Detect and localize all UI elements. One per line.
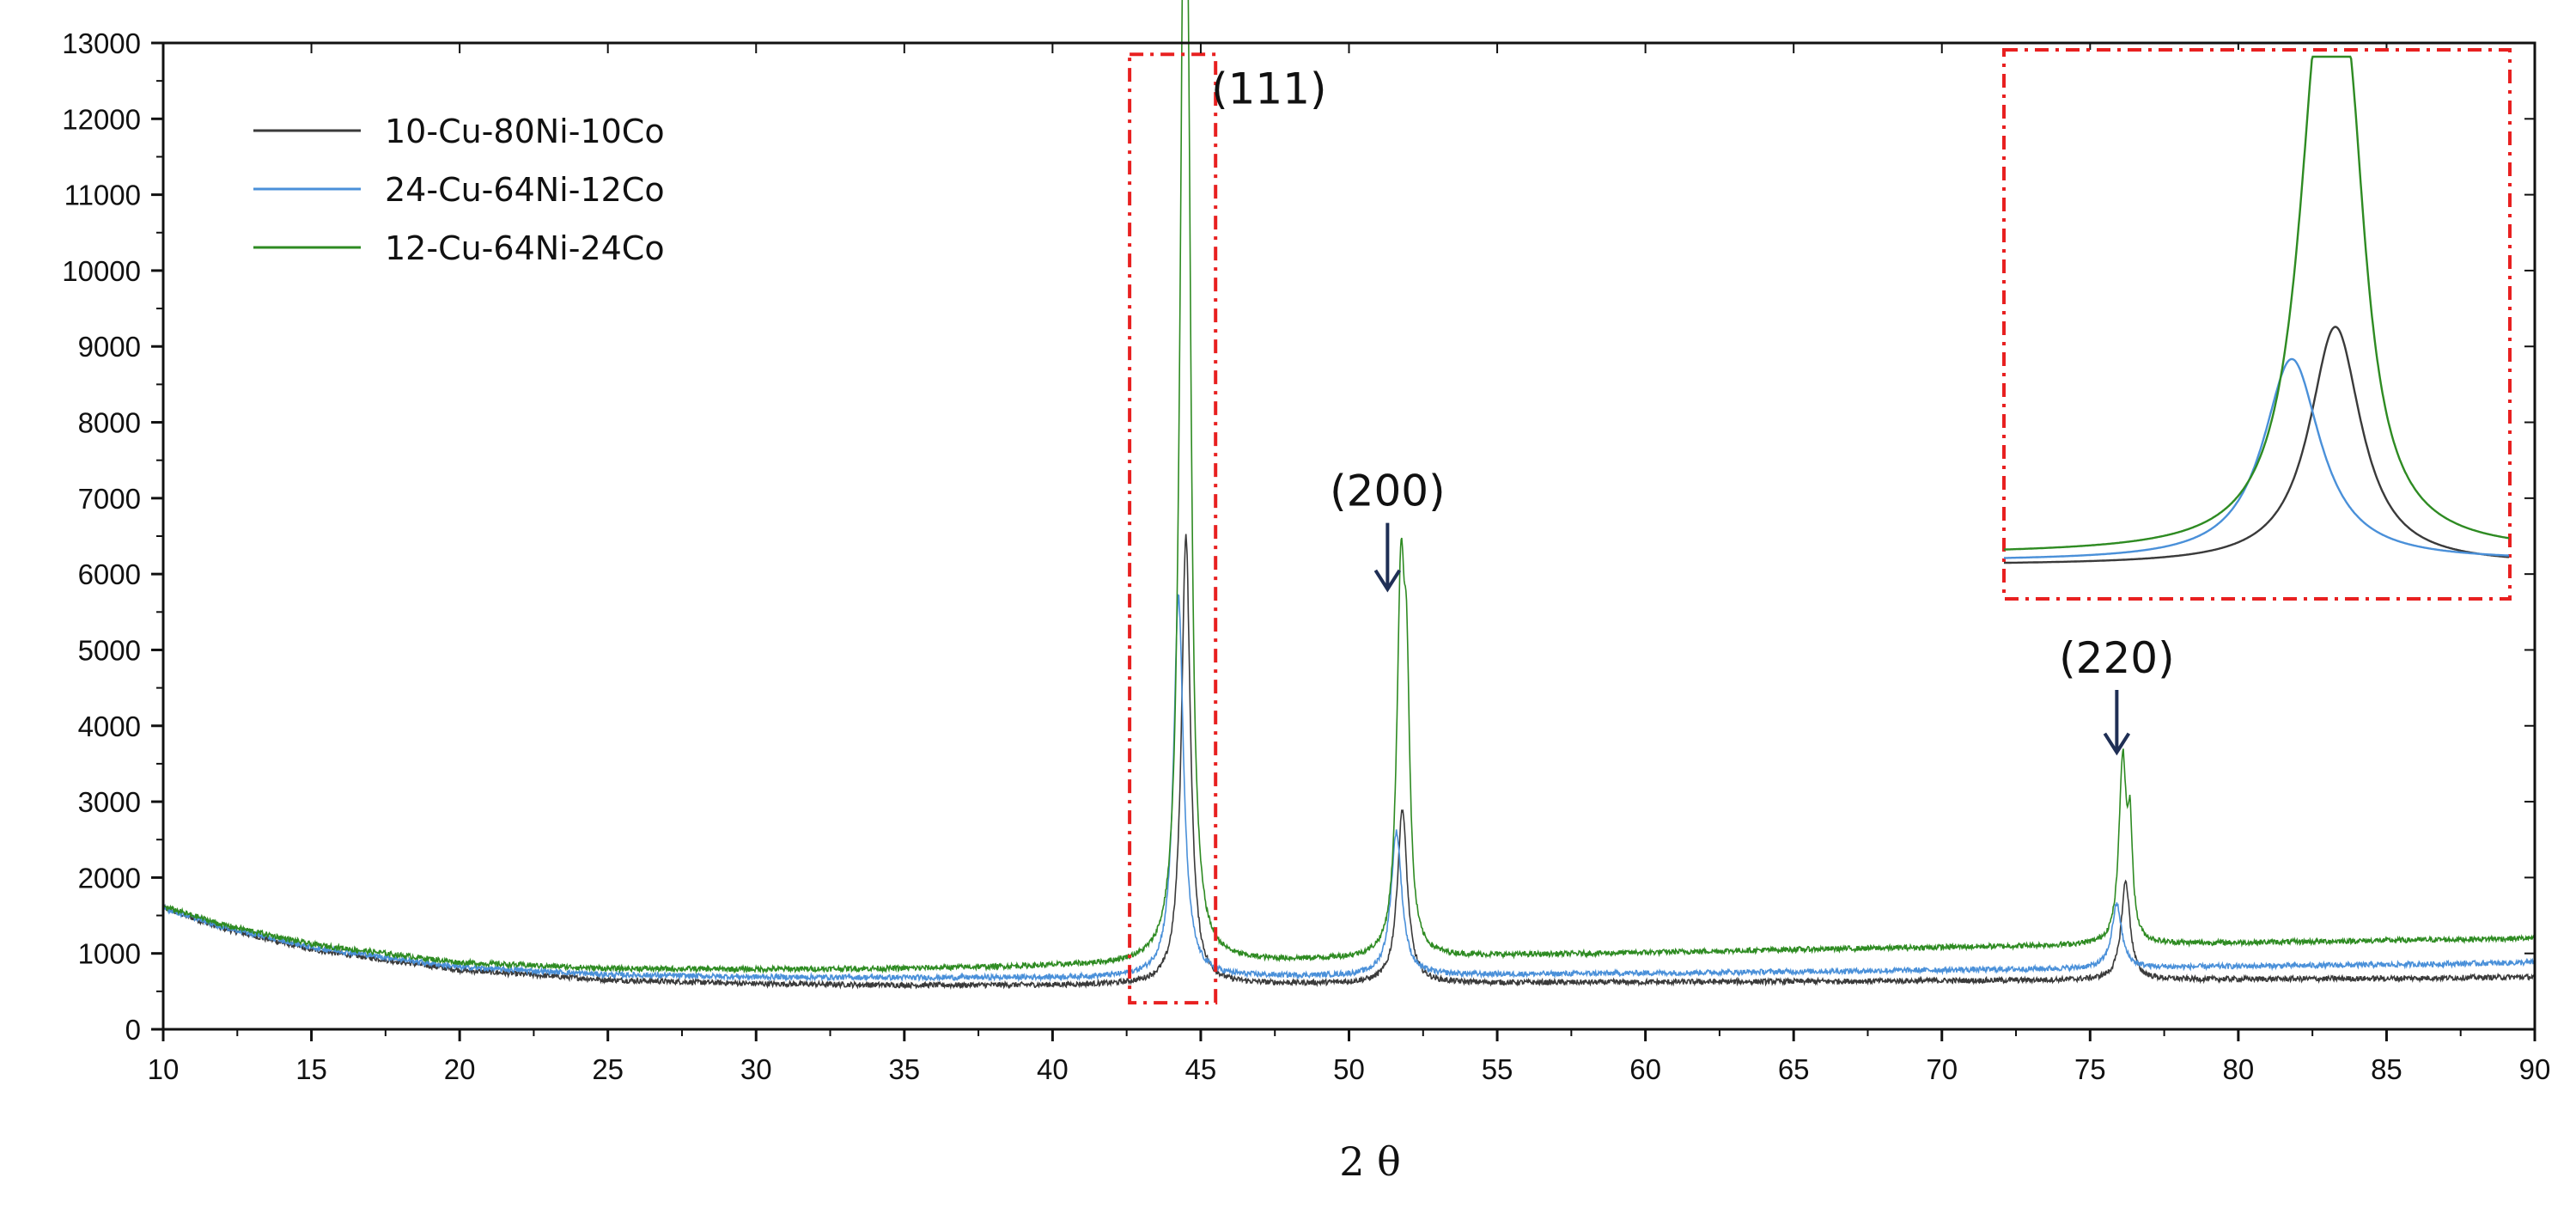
legend-label-2: 12-Cu-64Ni-24Co (385, 229, 665, 267)
inset-series-line-0 (2004, 326, 2510, 564)
y-tick-label-8: 8000 (78, 407, 141, 439)
x-tick-label-9: 55 (1482, 1053, 1513, 1085)
x-tick-label-4: 30 (740, 1053, 772, 1085)
legend: 10-Cu-80Ni-10Co 24-Cu-64Ni-12Co 12-Cu-64Ni… (253, 113, 665, 267)
peak-label-1: (200) (1330, 467, 1445, 516)
inset-series-line-2 (2004, 55, 2510, 551)
x-tick-label-10: 60 (1629, 1053, 1661, 1085)
highlight-layer (1128, 52, 1218, 1005)
y-tick-label-9: 9000 (78, 331, 141, 363)
y-tick-label-1: 1000 (78, 938, 141, 970)
series-layer (162, 0, 2536, 991)
x-axis-title: 2 θ (1339, 1138, 1401, 1185)
inset (2002, 48, 2512, 601)
x-tick-label-1: 15 (295, 1053, 327, 1085)
y-tick-label-4: 4000 (78, 711, 141, 742)
x-tick-label-6: 40 (1037, 1053, 1069, 1085)
peak-arrow-2 (2103, 689, 2131, 756)
peak-labels: (111) (200) (220) (1211, 64, 2175, 756)
x-tick-label-0: 10 (148, 1053, 180, 1085)
x-tick-label-2: 20 (444, 1053, 476, 1085)
x-tick-label-8: 50 (1333, 1053, 1365, 1085)
x-tick-label-12: 70 (1926, 1053, 1958, 1085)
x-tick-label-14: 80 (2223, 1053, 2255, 1085)
axes-layer: 10 15 20 25 30 35 40 45 50 55 60 65 70 75 80 85 90 0 1000 2… (62, 27, 2550, 1085)
inset-series-line-1 (2004, 357, 2509, 559)
y-tick-label-5: 5000 (78, 634, 141, 666)
x-tick-label-3: 25 (592, 1053, 624, 1085)
peak-label-2: (220) (2059, 633, 2174, 683)
legend-label-1: 24-Cu-64Ni-12Co (385, 171, 665, 209)
peak-arrow-1 (1373, 522, 1402, 593)
y-tick-label-3: 3000 (78, 786, 141, 818)
y-tick-label-10: 10000 (62, 255, 141, 287)
x-tick-label-16: 90 (2519, 1053, 2551, 1085)
series-line-2 (162, 0, 2536, 974)
x-tick-label-7: 45 (1185, 1053, 1217, 1085)
series-line-0 (162, 534, 2536, 991)
series-line-1 (162, 594, 2536, 983)
highlight-box (1128, 52, 1218, 1005)
y-tick-label-7: 7000 (78, 483, 141, 515)
legend-label-0: 10-Cu-80Ni-10Co (385, 113, 665, 150)
x-tick-label-15: 85 (2371, 1053, 2402, 1085)
y-tick-label-11: 11000 (64, 180, 141, 211)
inset-frame (2002, 48, 2512, 601)
peak-label-0: (111) (1211, 64, 1326, 114)
y-tick-label-6: 6000 (78, 558, 141, 590)
x-tick-label-5: 35 (888, 1053, 920, 1085)
x-tick-label-11: 65 (1778, 1053, 1810, 1085)
y-tick-label-2: 2000 (78, 862, 141, 894)
x-tick-label-13: 75 (2074, 1053, 2106, 1085)
y-tick-label-12: 12000 (62, 103, 141, 135)
y-tick-label-0: 0 (125, 1014, 141, 1046)
y-tick-label-13: 13000 (62, 27, 141, 59)
